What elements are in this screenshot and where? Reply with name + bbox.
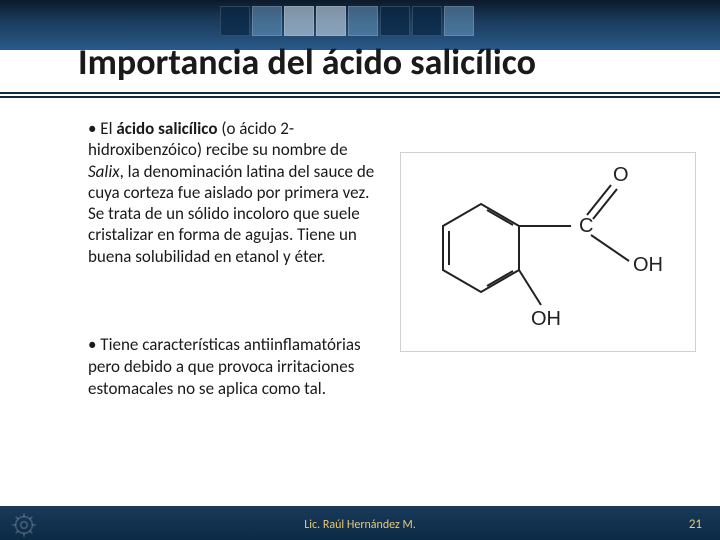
page-number: 21 bbox=[689, 517, 702, 532]
title-divider bbox=[0, 96, 720, 98]
oh-top-label: OH bbox=[633, 254, 663, 276]
decor-square bbox=[220, 6, 250, 36]
decor-square bbox=[444, 6, 474, 36]
double-bond-icon bbox=[587, 185, 617, 219]
benzene-ring-icon bbox=[443, 204, 519, 292]
bond-icon bbox=[519, 270, 541, 305]
bond-icon bbox=[591, 235, 629, 261]
decor-square bbox=[316, 6, 346, 36]
footer-author: Lic. Raúl Hernández M. bbox=[0, 518, 720, 532]
paragraph-2: • Tiene características antiinflamatória… bbox=[88, 334, 378, 399]
slide: Importancia del ácido salicílico • El ác… bbox=[0, 0, 720, 540]
decor-square bbox=[380, 6, 410, 36]
decor-square bbox=[348, 6, 378, 36]
molecule-diagram: C O OH OH bbox=[400, 152, 696, 352]
decor-square bbox=[412, 6, 442, 36]
decor-square bbox=[252, 6, 282, 36]
atom-o-label: O bbox=[613, 164, 629, 186]
paragraph-1: • El ácido salicílico (o ácido 2-hidroxi… bbox=[88, 118, 378, 267]
atom-c-label: C bbox=[579, 215, 593, 237]
molecule-svg: C O OH OH bbox=[401, 153, 697, 353]
text-italic: Salix bbox=[88, 161, 120, 182]
header-decor bbox=[220, 6, 474, 36]
title-divider bbox=[0, 92, 720, 94]
text-bold: ácido salicílico bbox=[116, 118, 217, 139]
decor-square bbox=[284, 6, 314, 36]
oh-bottom-label: OH bbox=[531, 308, 561, 330]
text-run: • El bbox=[88, 118, 116, 139]
slide-title: Importancia del ácido salicílico bbox=[78, 40, 698, 84]
text-run: , la denominación latina del sauce de cu… bbox=[88, 161, 374, 267]
